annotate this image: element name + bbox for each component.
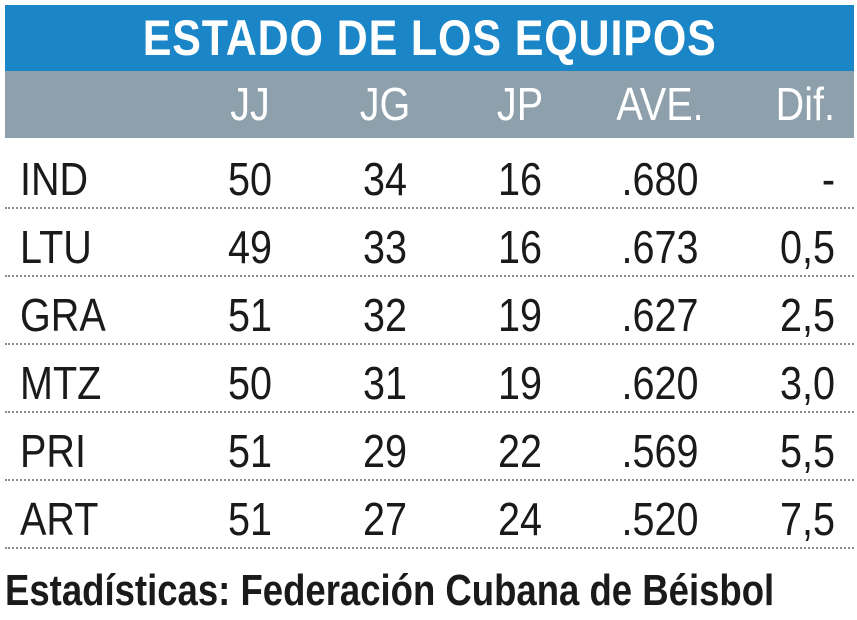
ave-cell: .680	[621, 153, 699, 205]
jg-cell: 27	[362, 493, 407, 545]
dif-cell: 0,5	[780, 221, 835, 273]
header-row: JJ JG JP AVE. Dif.	[5, 71, 854, 138]
jj-cell: 51	[227, 425, 272, 477]
jp-cell: 19	[497, 289, 542, 341]
ave-cell: .569	[621, 425, 699, 477]
jg-cell: 34	[362, 153, 407, 205]
jg-cell: 31	[362, 357, 407, 409]
header-ave: AVE.	[616, 78, 704, 130]
team-cell: PRI	[20, 425, 86, 477]
ave-cell: .620	[621, 357, 699, 409]
dif-cell: 7,5	[780, 493, 835, 545]
ave-cell: .520	[621, 493, 699, 545]
table-row: MTZ 50 31 19 .620 3,0	[5, 349, 854, 417]
row-divider	[5, 547, 854, 549]
row-divider	[5, 275, 854, 277]
jg-cell: 33	[362, 221, 407, 273]
jp-cell: 22	[497, 425, 542, 477]
team-cell: LTU	[20, 221, 92, 273]
jj-cell: 50	[227, 357, 272, 409]
source-note: Estadísticas: Federación Cubana de Béisb…	[5, 566, 775, 615]
title-bar: ESTADO DE LOS EQUIPOS	[5, 5, 854, 71]
header-jj: JJ	[230, 78, 270, 130]
dif-cell: 2,5	[780, 289, 835, 341]
jj-cell: 50	[227, 153, 272, 205]
jg-cell: 32	[362, 289, 407, 341]
row-divider	[5, 479, 854, 481]
header-dif: Dif.	[775, 78, 835, 130]
row-divider	[5, 343, 854, 345]
jp-cell: 19	[497, 357, 542, 409]
jj-cell: 49	[227, 221, 272, 273]
table-row: LTU 49 33 16 .673 0,5	[5, 213, 854, 281]
jp-cell: 16	[497, 153, 542, 205]
ave-cell: .627	[621, 289, 699, 341]
jp-cell: 24	[497, 493, 542, 545]
dif-cell: -	[821, 153, 835, 205]
team-cell: GRA	[20, 289, 106, 341]
team-cell: ART	[20, 493, 99, 545]
dif-cell: 5,5	[780, 425, 835, 477]
row-divider	[5, 207, 854, 209]
jj-cell: 51	[227, 493, 272, 545]
jp-cell: 16	[497, 221, 542, 273]
row-divider	[5, 411, 854, 413]
jg-cell: 29	[362, 425, 407, 477]
table-row: IND 50 34 16 .680 -	[5, 145, 854, 213]
header-jg: JG	[359, 78, 411, 130]
table-title: ESTADO DE LOS EQUIPOS	[142, 10, 717, 66]
header-jp: JP	[496, 78, 544, 130]
table-row: ART 51 27 24 .520 7,5	[5, 485, 854, 553]
team-cell: IND	[20, 153, 89, 205]
table-row: PRI 51 29 22 .569 5,5	[5, 417, 854, 485]
team-cell: MTZ	[20, 357, 102, 409]
jj-cell: 51	[227, 289, 272, 341]
dif-cell: 3,0	[780, 357, 835, 409]
ave-cell: .673	[621, 221, 699, 273]
table-row: GRA 51 32 19 .627 2,5	[5, 281, 854, 349]
